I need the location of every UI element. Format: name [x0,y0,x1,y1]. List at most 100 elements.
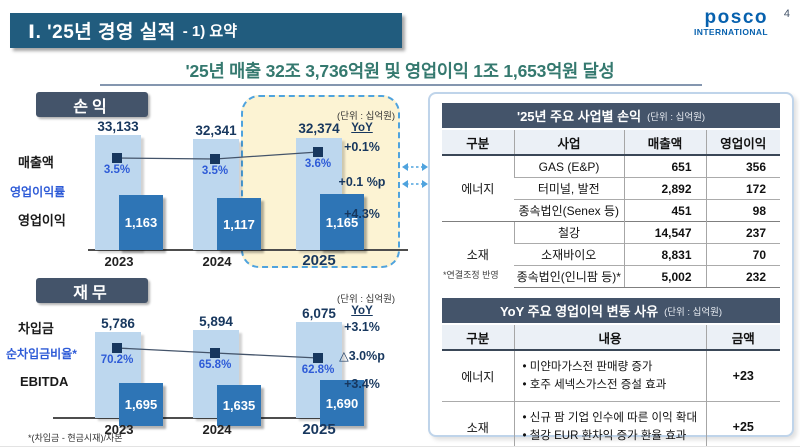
yoy-table-title-bar: YoY 주요 영업이익 변동 사유 (단위 : 십억원) [442,298,780,323]
yoy-bullets-energy: 미얀마가스전 판매량 증가 호주 세넥스가스전 증설 효과 [514,350,706,402]
table-row: 소재 신규 팜 기업 인수에 따른 이익 확대 철강 EUR 환차익 증가 환율… [442,402,780,447]
yoy-table-title: YoY 주요 영업이익 변동 사유 [500,301,658,320]
profit-yoy-margin: +0.1 %p [329,175,395,189]
slide-title-sub: - 1) 요약 [183,20,237,41]
biz-revenue: 2,892 [624,178,706,200]
logo-subtext: INTERNATIONAL [694,28,768,37]
profit-yoy-op: +4.3% [329,207,395,221]
biz-name: 철강 [514,222,624,244]
yoy-table-unit: (단위 : 십억원) [664,304,722,318]
ebitda-bar-2023: 1,695 [119,383,163,426]
biz-name: 종속법인(인니팜 등)* [514,266,624,288]
profit-section-header: 손익 [36,92,148,117]
yoy-bullets-materials: 신규 팜 기업 인수에 따른 이익 확대 철강 EUR 환차익 증가 환율 효과 [514,402,706,447]
bullet-item: 신규 팜 기업 인수에 따른 이익 확대 [523,409,702,427]
business-table-title: '25년 주요 사업별 손익 [517,106,641,125]
group-energy: 에너지 [442,155,514,222]
col-header-gubun: 구분 [442,130,514,155]
ebitda-value-2024: 1,635 [223,398,256,413]
slide-title-bar: Ⅰ. '25년 경영 실적 - 1) 요약 [10,13,402,48]
debt-value-2023: 5,786 [87,316,149,331]
profit-year-2023: 2023 [88,254,150,269]
profit-year-2025: 2025 [288,252,350,269]
ebitda-value-2023: 1,695 [125,397,158,412]
finance-yoy-header: YoY [329,305,395,317]
logo-wordmark: posco [694,8,768,28]
ratio-value-2024: 65.8% [190,359,240,371]
operating-profit-bar-2023: 1,163 [119,195,163,250]
profit-year-2024: 2024 [186,254,248,269]
biz-name: GAS (E&P) [514,155,624,178]
biz-name: 종속법인(Senex 등) [514,200,624,222]
operating-profit-bar-2025: 1,165 [320,194,364,250]
yoy-table: YoY 주요 영업이익 변동 사유 (단위 : 십억원) 구분 내용 금액 에너… [442,298,780,447]
table-row: 에너지 GAS (E&P) 651 356 [442,155,780,178]
operating-profit-value-2024: 1,117 [223,217,255,232]
finance-footnote: *(차입금 - 현금시재)/자본 [28,431,123,444]
finance-section-title: 재무 [73,279,110,303]
business-table-unit: (단위 : 십억원) [647,109,705,123]
connector-arrows [406,167,423,184]
yoy-table-header-row: 구분 내용 금액 [442,325,780,350]
col-header-op: 영업이익 [706,130,780,155]
business-table-title-bar: '25년 주요 사업별 손익 (단위 : 십억원) [442,103,780,128]
biz-name: 소재바이오 [514,244,624,266]
biz-name: 터미널, 발전 [514,178,624,200]
finance-year-2024: 2024 [186,422,248,437]
revenue-value-2024: 32,341 [185,123,247,138]
yoy-amount-energy: +23 [706,350,780,402]
finance-yoy-ratio: △3.0%p [329,348,395,363]
finance-unit-label: (단위 : 십억원) [295,291,395,305]
business-table-footnote: *연결조정 반영 [443,268,499,281]
biz-op: 356 [706,155,780,178]
profit-section-title: 손익 [73,93,110,117]
page-number: 4 [784,8,790,20]
table-row: 에너지 미얀마가스전 판매량 증가 호주 세넥스가스전 증설 효과 +23 [442,350,780,402]
business-table-header-row: 구분 사업 매출액 영업이익 [442,130,780,155]
operating-profit-bar-2024: 1,117 [217,198,261,250]
revenue-value-2023: 33,133 [87,119,149,134]
biz-op: 232 [706,266,780,288]
margin-value-2024: 3.5% [190,165,240,177]
margin-value-2025: 3.6% [293,158,343,170]
revenue-row-label: 매출액 [18,152,54,171]
biz-revenue: 451 [624,200,706,222]
biz-revenue: 651 [624,155,706,178]
ebitda-value-2025: 1,690 [326,396,359,411]
operating-profit-value-2023: 1,163 [125,215,158,230]
ratio-value-2023: 70.2% [92,354,142,366]
headline: '25년 매출 32조 3,736억원 및 영업이익 1조 1,653억원 달성 [0,58,800,83]
finance-year-2025: 2025 [288,421,350,438]
ebitda-row-label: EBITDA [20,374,68,389]
finance-section-header: 재무 [36,278,148,303]
biz-op: 237 [706,222,780,244]
operating-profit-row-label: 영업이익 [18,210,66,229]
profit-yoy-revenue: +0.1% [329,140,395,154]
business-table-grid: 구분 사업 매출액 영업이익 에너지 GAS (E&P) 651 356 터미널… [442,130,780,288]
finance-yoy-ebitda: +3.4% [329,377,395,391]
col-header-amount: 금액 [706,325,780,350]
biz-revenue: 5,002 [624,266,706,288]
margin-row-label: 영업이익률 [10,183,65,200]
yoy-group-energy: 에너지 [442,350,514,402]
bullet-item: 호주 세넥스가스전 증설 효과 [523,376,702,394]
posco-international-logo: posco INTERNATIONAL [694,8,768,37]
col-header-detail: 내용 [514,325,706,350]
yoy-amount-materials: +25 [706,402,780,447]
yoy-table-grid: 구분 내용 금액 에너지 미얀마가스전 판매량 증가 호주 세넥스가스전 증설 … [442,325,780,447]
profit-yoy-header: YoY [329,122,395,134]
debt-value-2024: 5,894 [185,314,247,329]
ebitda-bar-2024: 1,635 [217,385,261,426]
headline-divider [100,84,702,86]
table-row: 소재 철강 14,547 237 [442,222,780,244]
biz-op: 172 [706,178,780,200]
margin-value-2023: 3.5% [92,164,142,176]
bullet-item: 미얀마가스전 판매량 증가 [523,358,702,376]
connector-arrowheads [402,163,428,188]
biz-revenue: 14,547 [624,222,706,244]
col-header-gubun: 구분 [442,325,514,350]
biz-revenue: 8,831 [624,244,706,266]
ratio-value-2025: 62.8% [293,364,343,376]
col-header-revenue: 매출액 [624,130,706,155]
col-header-saup: 사업 [514,130,624,155]
